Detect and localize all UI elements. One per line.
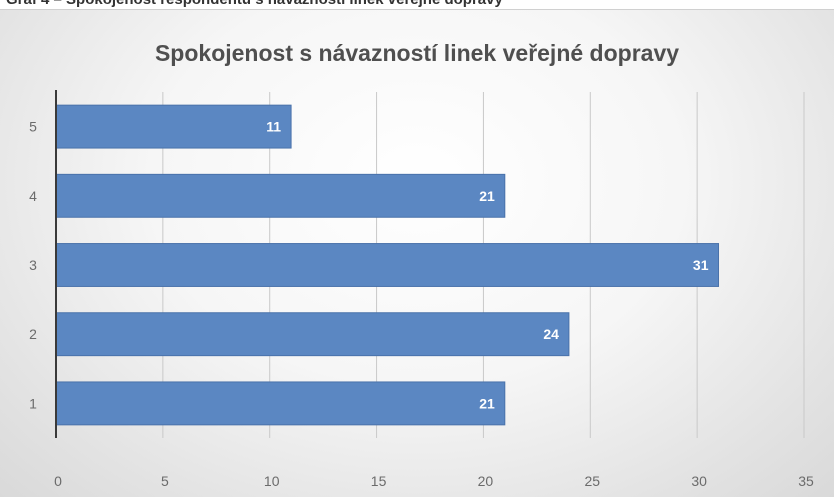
figure-caption: Graf 4 – Spokojenost respondentů s návaz… — [6, 0, 503, 9]
x-tick-label-0: 0 — [54, 473, 62, 489]
x-tick-label-7: 35 — [798, 473, 814, 489]
x-tick-label-1: 5 — [161, 473, 169, 489]
y-tick-label-1: 1 — [29, 395, 37, 411]
bar-4 — [55, 173, 506, 218]
x-tick-label-6: 30 — [691, 473, 707, 489]
y-tick-label-3: 3 — [29, 257, 37, 273]
data-label-1: 21 — [479, 395, 495, 411]
data-label-3: 31 — [693, 257, 709, 273]
bar-2 — [55, 312, 570, 357]
bar-1 — [55, 381, 506, 426]
x-tick-label-5: 25 — [584, 473, 600, 489]
data-label-5: 11 — [266, 119, 281, 135]
data-label-4: 21 — [479, 188, 495, 204]
y-tick-label-2: 2 — [29, 326, 37, 342]
y-tick-label-4: 4 — [29, 188, 37, 204]
bar-3 — [55, 243, 720, 287]
x-tick-label-4: 20 — [478, 473, 494, 489]
x-tick-label-3: 15 — [371, 473, 387, 489]
chart-title: Spokojenost s návazností linek veřejné d… — [154, 40, 680, 66]
bar-5 — [55, 104, 292, 149]
data-label-2: 24 — [543, 326, 559, 342]
y-tick-label-5: 5 — [29, 119, 37, 135]
x-tick-label-2: 10 — [264, 473, 280, 489]
